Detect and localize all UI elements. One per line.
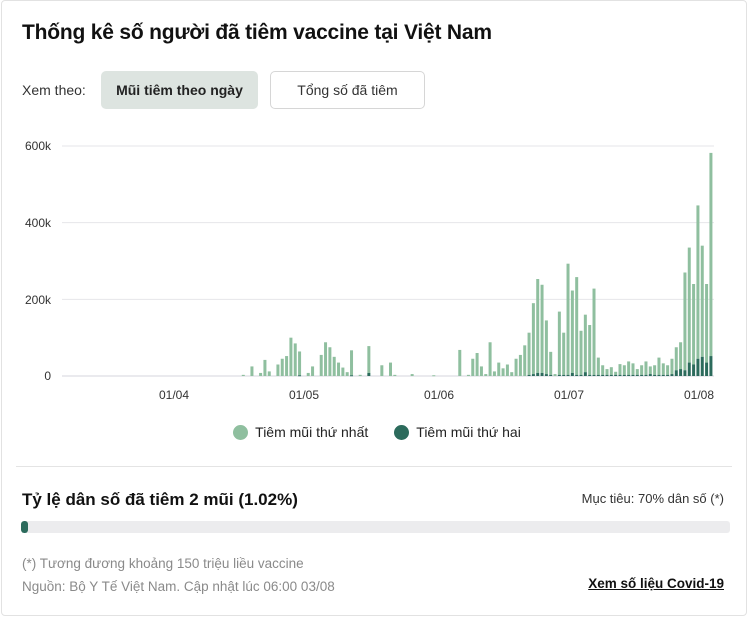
legend-second-dose-label: Tiêm mũi thứ hai — [416, 424, 521, 440]
view-by-label: Xem theo: — [22, 82, 86, 98]
legend-first-dose-label: Tiêm mũi thứ nhất — [255, 424, 369, 440]
y-tick-0: 0 — [44, 369, 51, 383]
first-dose-dot-icon — [233, 424, 249, 440]
coverage-progress-bar — [21, 521, 730, 533]
tab-daily-doses[interactable]: Mũi tiêm theo ngày — [101, 71, 258, 109]
chart-legend: Tiêm mũi thứ nhất Tiêm mũi thứ hai — [2, 424, 750, 440]
section-divider — [16, 466, 732, 467]
covid-data-link[interactable]: Xem số liệu Covid-19 — [588, 576, 724, 591]
page-title: Thống kê số người đã tiêm vaccine tại Vi… — [22, 21, 492, 44]
x-tick-01-07: 01/07 — [553, 388, 585, 402]
source-text: Nguồn: Bộ Y Tế Việt Nam. Cập nhật lúc 06… — [22, 579, 335, 594]
legend-first-dose[interactable]: Tiêm mũi thứ nhất — [233, 424, 368, 440]
coverage-target-label: Mục tiêu: 70% dân số (*) — [581, 491, 724, 506]
y-tick-400k: 400k — [24, 216, 51, 230]
legend-second-dose[interactable]: Tiêm mũi thứ hai — [394, 424, 521, 440]
x-tick-01-06: 01/06 — [423, 388, 455, 402]
footnote: (*) Tương đương khoảng 150 triệu liều va… — [22, 556, 304, 571]
x-tick-01-08: 01/08 — [683, 388, 715, 402]
tab-total-vaccinated[interactable]: Tổng số đã tiêm — [270, 71, 425, 109]
vaccination-bar-chart: 600k 400k 200k 0 01/04 01/05 01/06 01/07… — [2, 131, 750, 411]
x-tick-01-05: 01/05 — [288, 388, 320, 402]
coverage-progress-fill — [21, 521, 29, 533]
y-tick-600k: 600k — [24, 139, 51, 153]
y-tick-200k: 200k — [24, 293, 51, 307]
second-dose-dot-icon — [394, 424, 410, 440]
x-tick-01-04: 01/04 — [158, 388, 190, 402]
chart-plot-area — [62, 145, 714, 377]
coverage-ratio-label: Tỷ lệ dân số đã tiêm 2 mũi (1.02%) — [22, 490, 298, 509]
